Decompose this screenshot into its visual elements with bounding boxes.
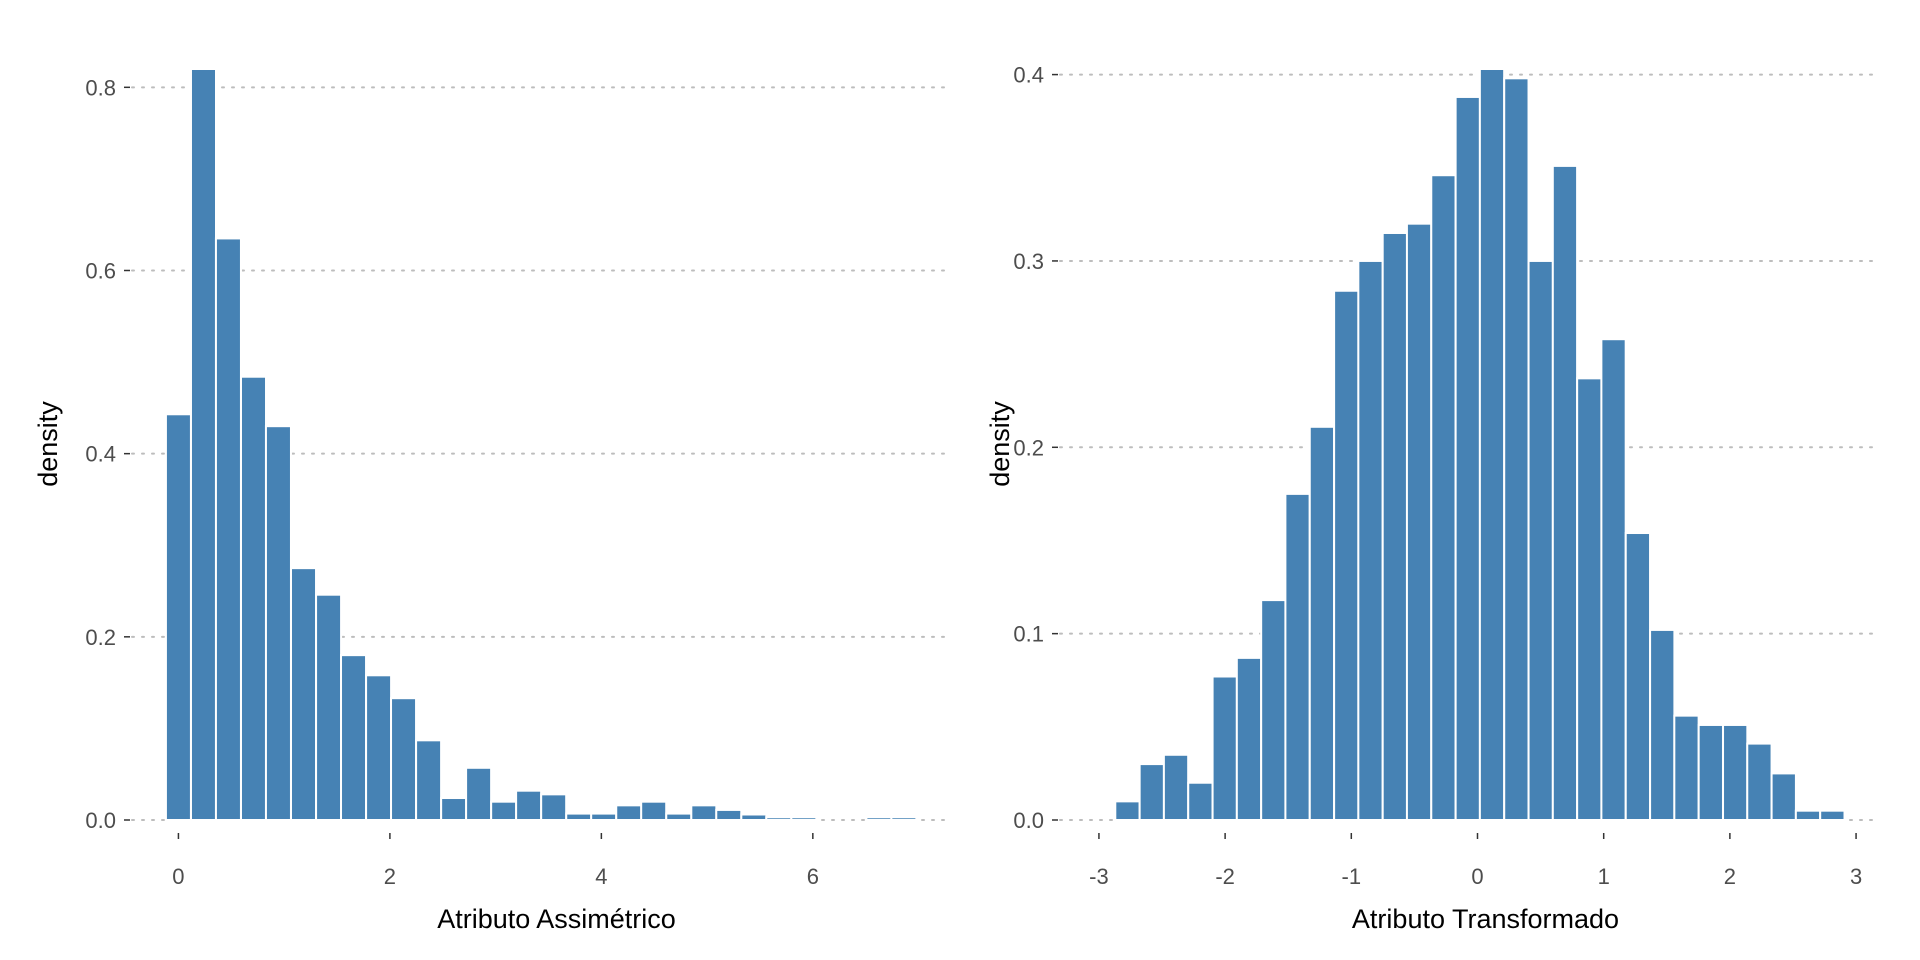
histogram-bar	[865, 816, 893, 822]
y-tick-label: 0.4	[1013, 63, 1044, 88]
histogram-bar	[690, 804, 718, 821]
panel-skewed-histogram: 0.0 0.2 0.4 0.6 0.8 0 2 4 6 Atributo Assimétrico d…	[33, 68, 948, 934]
x-tick-label: 4	[595, 864, 607, 889]
x-tick-label: 6	[807, 864, 819, 889]
histogram-bar	[740, 813, 768, 822]
histogram-bar	[164, 413, 192, 821]
y-axis-title: density	[985, 401, 1015, 487]
histogram-bar	[615, 804, 643, 821]
y-tick-label: 0.3	[1013, 249, 1044, 274]
x-tick-label: -3	[1089, 864, 1109, 889]
histogram-bar	[239, 375, 268, 821]
histogram-bar	[1697, 723, 1724, 822]
histogram-bar	[1503, 77, 1530, 821]
histogram-bar	[1478, 68, 1506, 821]
histogram-bar	[1794, 809, 1822, 821]
y-tick-label: 0.2	[1013, 435, 1044, 460]
histogram-bar	[214, 237, 242, 821]
x-tick-label: 0	[1471, 864, 1483, 889]
histogram-bar	[565, 812, 593, 822]
histogram-bar	[1722, 723, 1749, 822]
histogram-bar	[490, 800, 518, 821]
histogram-bar	[440, 797, 468, 822]
histogram-bar	[890, 816, 918, 822]
histogram-bar	[1235, 656, 1263, 822]
histogram-bar	[390, 697, 418, 821]
y-tick-label: 0.8	[85, 75, 116, 100]
histogram-bar	[189, 68, 218, 821]
y-tick-label: 0.0	[1013, 808, 1044, 833]
histogram-bar	[1551, 164, 1579, 822]
histogram-bar	[640, 800, 668, 821]
histogram-bar	[1576, 377, 1603, 821]
panel-transformed-histogram: 0.0 0.1 0.2 0.3 0.4 -3 -2 -1 0 1 2 3 Atributo Transf…	[985, 63, 1878, 934]
x-tick-label: 2	[1724, 864, 1736, 889]
histogram-bar	[1114, 800, 1141, 821]
histogram-bar	[1527, 259, 1554, 821]
histogram-bar	[1284, 492, 1311, 821]
histogram-bar	[1138, 763, 1165, 822]
histogram-bar	[790, 816, 818, 822]
histogram-bar	[1381, 231, 1408, 822]
histogram-bar	[1649, 628, 1676, 821]
histogram-bar	[1746, 742, 1773, 821]
x-tick-label: -1	[1342, 864, 1362, 889]
histogram-bar	[290, 567, 318, 822]
x-axis-title: Atributo Transformado	[1352, 904, 1619, 934]
histogram-bar	[415, 739, 443, 822]
histogram-bar	[340, 654, 368, 822]
y-tick-label: 0.6	[85, 258, 116, 283]
histogram-bar	[1819, 809, 1846, 821]
x-axis-title: Atributo Assimétrico	[437, 904, 676, 934]
histogram-bar	[1357, 259, 1384, 821]
histogram-bar	[1405, 222, 1433, 821]
histogram-bar	[365, 674, 393, 821]
histogram-bar	[1260, 599, 1287, 822]
histogram-bar	[264, 425, 292, 821]
histogram-bar	[540, 793, 568, 821]
histogram-bar	[1624, 532, 1652, 822]
y-tick-label: 0.1	[1013, 622, 1044, 647]
x-tick-label: 1	[1598, 864, 1610, 889]
y-tick-label: 0.2	[85, 625, 116, 650]
histogram-bar	[665, 812, 693, 822]
histogram-bar	[1333, 289, 1360, 822]
y-tick-label: 0.0	[85, 808, 116, 833]
histogram-bar	[590, 812, 618, 822]
histogram-bar	[1211, 675, 1238, 821]
histogram-bar	[1673, 714, 1700, 822]
y-tick-label: 0.4	[85, 442, 116, 467]
histogram-bar	[465, 766, 493, 821]
x-tick-label: -2	[1215, 864, 1235, 889]
x-tick-label: 2	[384, 864, 396, 889]
y-axis-title: density	[33, 401, 63, 487]
histogram-bar	[1430, 174, 1457, 822]
histogram-bar	[1600, 338, 1627, 821]
x-tick-label: 0	[172, 864, 184, 889]
histogram-bar	[765, 816, 793, 822]
histogram-bar	[1308, 425, 1336, 821]
histogram-bar	[1187, 781, 1214, 822]
histogram-bar	[515, 789, 543, 822]
x-tick-label: 3	[1850, 864, 1862, 889]
histogram-bar	[1454, 95, 1481, 821]
histogram-bar	[1770, 772, 1797, 822]
histogram-bar	[715, 808, 743, 821]
histogram-bar	[315, 593, 343, 822]
histogram-bar	[1162, 753, 1190, 821]
